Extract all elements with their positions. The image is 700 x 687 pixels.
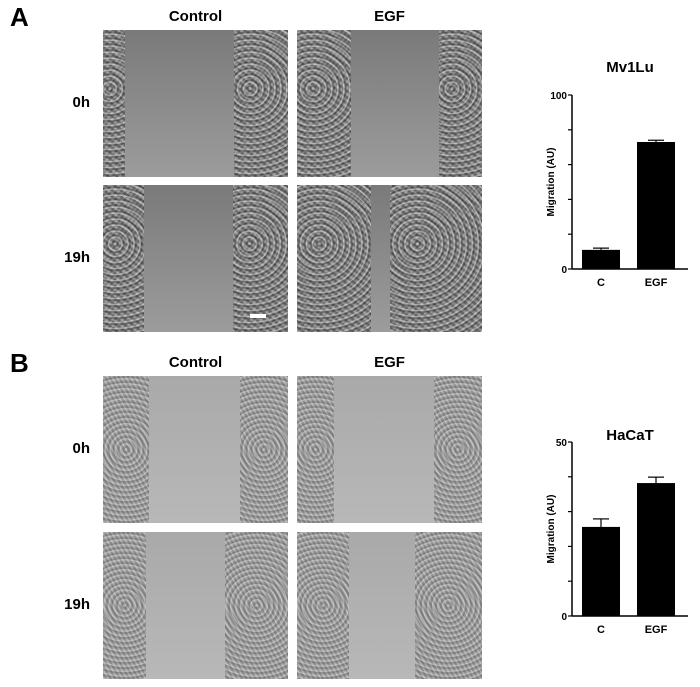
column-title: Control [168,354,223,371]
row-label: 0h [72,94,90,111]
cell-layer-left [297,376,334,523]
micrograph-control-19h [103,532,288,679]
cell-layer-left [297,185,371,332]
cell-layer-left [103,376,150,523]
micrograph-control-19h [103,185,288,332]
y-tick-label: 50 [556,438,568,449]
chart-title: Mv1Lu [606,59,654,76]
bar-chart-mv1lu: Mv1Lu Migration (AU) 0 100 C EGF [546,59,688,289]
cell-layer-right [225,532,288,679]
y-axis-label: Migration (AU) [546,148,557,217]
x-tick-label: EGF [645,277,668,289]
cell-layer-right [389,185,482,332]
x-tick-label: C [597,624,605,636]
x-tick-label: C [597,277,605,289]
row-label: 0h [72,440,90,457]
bar-chart-hacat: HaCaT Migration (AU) 0 50 C EGF [546,427,688,636]
bar-egf [637,141,675,269]
y-tick-label: 100 [550,91,567,102]
micrograph-egf-0h [297,376,482,523]
micrograph-control-0h [103,376,288,523]
row-label: 19h [64,249,90,266]
cell-layer-left [103,532,146,679]
row-label: 19h [64,596,90,613]
cell-layer-right [439,30,482,177]
scale-bar [250,314,266,318]
cell-layer-left [103,185,144,332]
micrograph-egf-0h [297,30,482,177]
column-title: Control [168,8,223,25]
column-title: EGF [374,354,405,371]
bar-c [582,249,620,269]
y-axis-label: Migration (AU) [546,495,557,564]
cell-layer-left [103,30,126,177]
micrograph-control-0h [103,30,288,177]
micrograph-egf-19h [297,185,482,332]
chart-title: HaCaT [606,427,654,444]
cell-layer-right [232,185,288,332]
micrograph-egf-19h [297,532,482,679]
panel-letter: A [10,2,29,32]
panel-letter: B [10,348,29,378]
cell-layer-right [234,30,288,177]
x-tick-label: EGF [645,624,668,636]
bar-c [582,526,620,616]
cell-layer-right [415,532,482,679]
cell-layer-right [433,376,482,523]
y-tick-label: 0 [561,612,567,623]
bar-egf [637,483,675,616]
y-tick-label: 0 [561,265,567,276]
cell-layer-left [297,532,349,679]
cell-layer-left [297,30,351,177]
cell-layer-right [239,376,288,523]
column-title: EGF [374,8,405,25]
